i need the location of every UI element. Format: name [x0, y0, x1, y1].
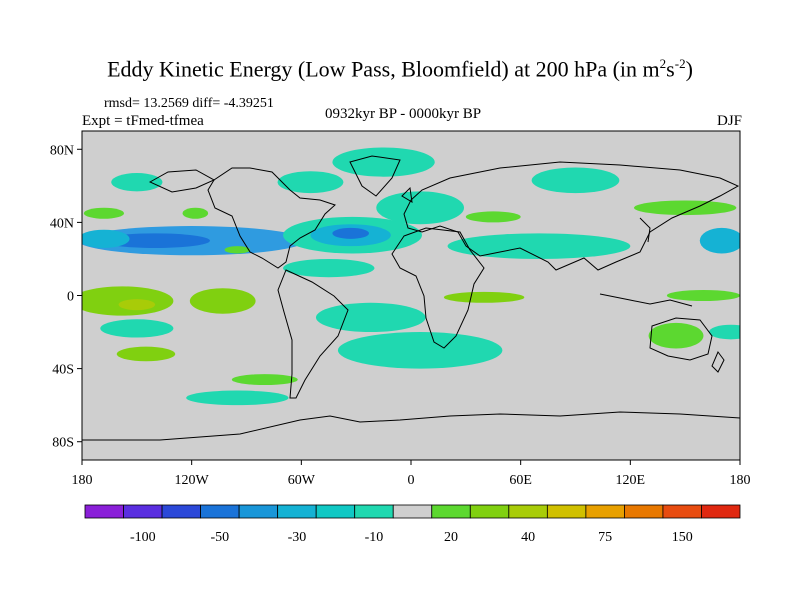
colorbar-swatch [277, 504, 317, 519]
coast-south-america [277, 269, 349, 399]
map-background [82, 131, 740, 460]
anomaly-region [283, 258, 375, 278]
anomaly-region [666, 290, 740, 301]
colorbar-swatch [508, 504, 548, 519]
anomaly-region [100, 319, 174, 338]
y-tick-label: 40N [50, 216, 74, 231]
y-tick-label: 80S [52, 436, 74, 451]
anomaly-region [633, 200, 737, 216]
x-tick-label: 180 [730, 473, 751, 488]
coast-uk [401, 186, 413, 203]
colorbar-swatch [123, 504, 163, 519]
anomaly-region [648, 322, 704, 349]
colorbar-label: 40 [521, 530, 535, 545]
colorbar-label: -30 [288, 530, 307, 545]
anomaly-region [111, 173, 163, 192]
anomaly-region [332, 147, 435, 177]
anomaly-region [465, 211, 521, 223]
experiment-label: Expt = tFmed-tfmea [82, 113, 204, 129]
x-tick-label: 60E [509, 473, 532, 488]
period-label: 0932kyr BP - 0000kyr BP [325, 106, 482, 122]
anomaly-region [337, 332, 503, 369]
anomaly-region [83, 207, 125, 219]
x-axis: 180 120W 60W 0 60E 120E 180 [72, 460, 751, 488]
colorbar-label: 150 [672, 530, 693, 545]
colorbar-swatch [431, 504, 471, 519]
coast-north-america [207, 167, 336, 269]
x-tick-label: 60W [288, 473, 316, 488]
x-tick-label: 180 [72, 473, 93, 488]
season-label: DJF [716, 113, 742, 129]
colorbar-swatch [161, 504, 201, 519]
anomaly-region [82, 229, 130, 248]
anomaly-region [277, 171, 344, 194]
anomaly-region [699, 227, 740, 254]
anomaly-region [531, 167, 620, 194]
anomaly-region [443, 291, 525, 303]
colorbar-swatch [662, 504, 702, 519]
anomaly-region [224, 246, 251, 254]
colorbar-label: -10 [365, 530, 384, 545]
coast-japan [639, 217, 651, 243]
colorbar-swatch [392, 504, 433, 519]
colorbar-label: 75 [598, 530, 612, 545]
colorbar-label: -50 [211, 530, 230, 545]
coast-antarctica [82, 411, 740, 441]
x-tick-label: 0 [408, 473, 415, 488]
anomaly-region [118, 299, 156, 311]
coast-new-zealand [711, 351, 725, 373]
anomaly-region [116, 346, 176, 362]
colorbar-swatch [585, 504, 625, 519]
anomaly-region [82, 286, 174, 316]
stats-text: rmsd= 13.2569 diff= -4.39251 [104, 96, 274, 111]
chart-title: Eddy Kinetic Energy (Low Pass, Bloomfiel… [107, 56, 693, 82]
colorbar-swatch [315, 504, 356, 519]
colorbar-swatch [546, 504, 587, 519]
anomaly-region [447, 233, 631, 259]
colorbar-label: 20 [444, 530, 458, 545]
anomaly-region [315, 302, 426, 333]
y-axis: 80N 40N 0 40S 80S [50, 143, 82, 451]
anomaly-region [376, 191, 465, 225]
colorbar-swatch [84, 504, 124, 519]
coast-africa [391, 227, 485, 349]
y-tick-label: 40S [52, 363, 74, 378]
colorbar-swatch [469, 504, 510, 519]
y-tick-label: 80N [50, 143, 74, 158]
coast-australia [649, 317, 713, 361]
anomaly-region [182, 207, 209, 219]
coast-greenland [349, 155, 401, 197]
colorbar-swatch [354, 504, 394, 519]
y-tick-label: 0 [67, 290, 74, 305]
coastlines [82, 155, 740, 441]
anomaly-region [231, 374, 298, 386]
colorbar-swatch [200, 504, 240, 519]
anomaly-region [189, 288, 256, 314]
anomaly-region [332, 227, 369, 239]
anomaly-layer [82, 147, 740, 406]
colorbar-swatch [624, 504, 664, 519]
colorbar-label: -100 [130, 530, 156, 545]
colorbar: -100 -50 -30 -10 20 40 75 150 [84, 504, 741, 545]
x-tick-label: 120E [616, 473, 646, 488]
anomaly-region [186, 390, 289, 406]
colorbar-swatch [701, 504, 741, 519]
anomaly-region [708, 324, 740, 340]
coast-eurasia [403, 161, 740, 271]
coast-alaska [148, 169, 216, 193]
coast-indonesia [599, 293, 693, 307]
x-tick-label: 120W [175, 473, 210, 488]
colorbar-swatch [238, 504, 279, 519]
